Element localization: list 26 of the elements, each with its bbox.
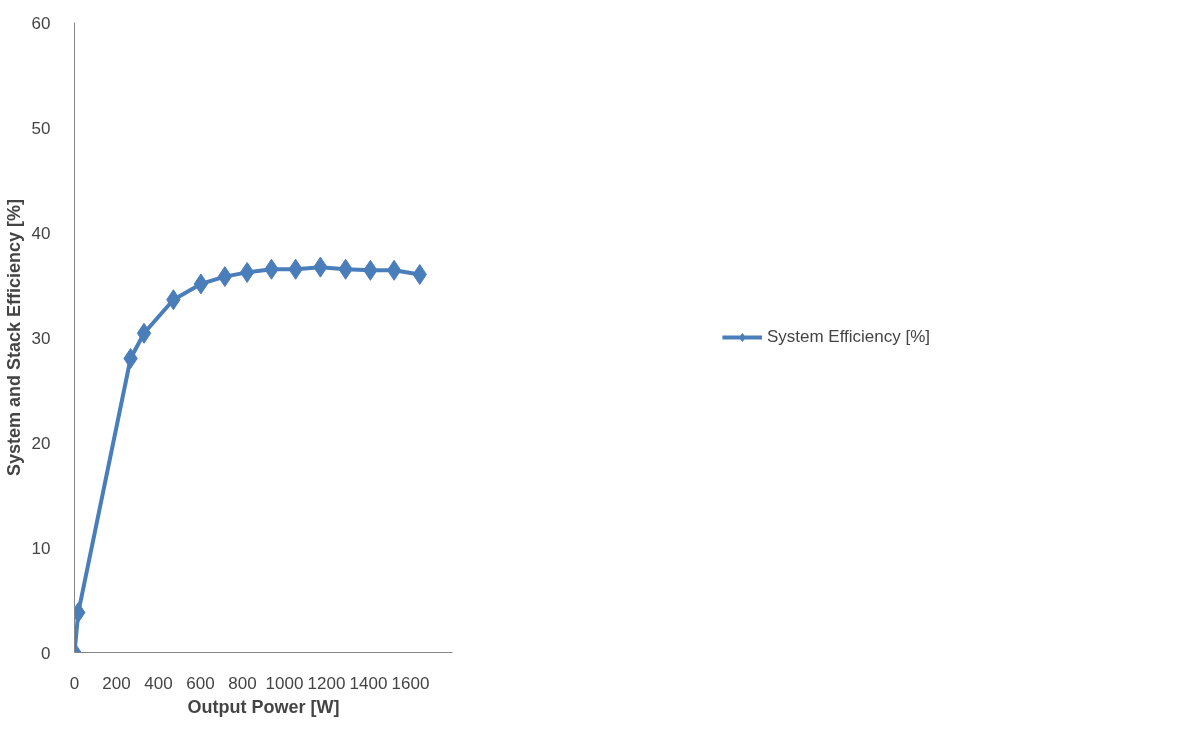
y-tick-label: 40 xyxy=(31,223,51,243)
point xyxy=(193,273,209,295)
point xyxy=(123,348,138,369)
y-tick-label: 10 xyxy=(31,538,51,558)
point xyxy=(239,261,255,283)
point xyxy=(386,259,402,281)
y-tick-label: 20 xyxy=(31,433,51,453)
x-tick-label: 200 xyxy=(102,673,131,693)
point xyxy=(136,322,152,344)
legend-label: System Efficiency [%] xyxy=(766,327,931,347)
x-tick-label: 400 xyxy=(144,673,173,693)
y-tick-label: 30 xyxy=(31,328,51,348)
x-axis-title: Output Power [W] xyxy=(187,696,340,717)
y-tick-label: 0 xyxy=(41,643,51,663)
x-tick-label: 1200 xyxy=(307,673,346,693)
x-tick-label: 1600 xyxy=(391,673,430,693)
point xyxy=(217,266,233,288)
point xyxy=(412,264,427,285)
x-tick-label: 1400 xyxy=(349,673,388,693)
y-tick-label: 60 xyxy=(31,13,51,33)
y-tick-label: 50 xyxy=(31,118,51,138)
x-tick-label: 1000 xyxy=(265,673,304,693)
x-tick-label: 600 xyxy=(186,673,215,693)
x-tick-label: 800 xyxy=(228,673,257,693)
x-tick-label: 0 xyxy=(69,673,80,693)
y-axis-title: System and Stack Efficiency [%] xyxy=(3,198,24,477)
